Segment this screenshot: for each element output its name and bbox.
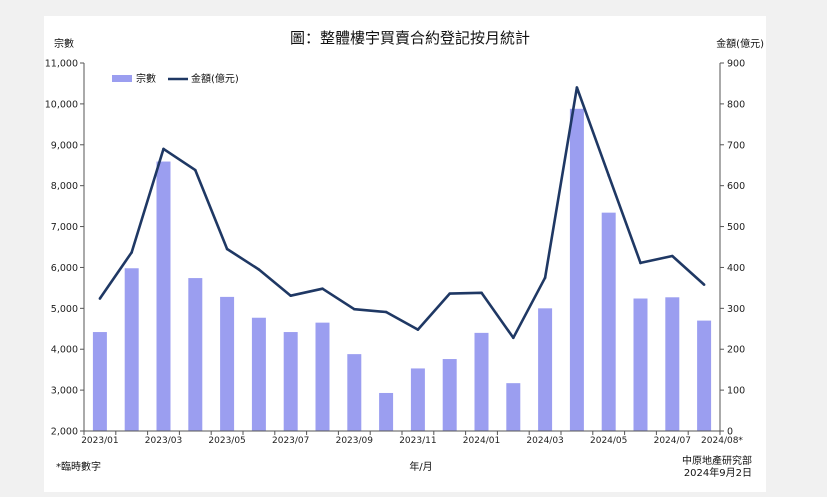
amount-point-2024/06 [639, 261, 642, 265]
x-tick-label: 2024/01 [463, 436, 500, 446]
bar-2023/03 [156, 161, 171, 431]
amount-point-2024/04 [575, 86, 579, 89]
amount-point-2023/06 [257, 268, 261, 271]
amount-point-2023/05 [225, 247, 229, 251]
x-tick-label: 2023/03 [145, 436, 182, 446]
amount-point-2024/03 [543, 276, 547, 279]
source-line-1: 中原地產研究部 [682, 454, 752, 467]
right-tick-label: 700 [727, 140, 745, 151]
amount-point-2024/07 [671, 254, 674, 258]
amount-line [98, 86, 705, 340]
right-tick-label: 500 [727, 222, 745, 233]
bar-2023/12 [442, 359, 457, 431]
left-tick-label: 8,000 [51, 181, 78, 192]
chart: 圖：整體樓宇買賣合約登記按月統計 宗數 金額(億元) 宗數 金額(億元) 2,0… [45, 29, 764, 479]
bar-2023/09 [347, 354, 362, 431]
right-tick-label: 300 [727, 304, 745, 315]
amount-point-2024/05 [607, 174, 610, 177]
bar-2023/05 [220, 296, 235, 431]
legend-line-label: 金額(億元) [191, 72, 239, 85]
bar-2023/08 [315, 322, 330, 431]
amount-point-2023/03 [162, 147, 165, 151]
x-tick-label: 2024/05 [590, 436, 627, 446]
legend-bar-label: 宗數 [136, 72, 156, 85]
x-axis-title: 年/月 [409, 460, 432, 473]
bar-2024/08* [697, 320, 712, 431]
source-line-2: 2024年9月2日 [684, 466, 752, 479]
left-axis-title: 宗數 [54, 37, 74, 50]
bar-2023/06 [251, 317, 266, 431]
right-tick-label: 100 [727, 386, 745, 397]
footnote: *臨時數字 [56, 460, 101, 473]
x-tick-label: 2023/01 [81, 436, 118, 446]
bar-2023/04 [188, 278, 203, 431]
x-tick-label: 2024/08* [701, 436, 743, 446]
bar-2024/03 [538, 308, 553, 431]
amount-point-2023/12 [448, 292, 452, 295]
amount-point-2023/08 [321, 287, 324, 291]
left-tick-label: 2,000 [51, 427, 78, 438]
left-tick-label: 9,000 [51, 140, 78, 151]
bar-2023/07 [283, 332, 298, 431]
amount-point-2023/10 [384, 310, 388, 314]
chart-title: 圖：整體樓宇買賣合約登記按月統計 [290, 29, 530, 47]
amount-point-2024/02 [512, 336, 515, 340]
amount-point-2023/09 [353, 307, 356, 311]
bar-2024/06 [633, 298, 648, 431]
bar-2023/11 [410, 368, 425, 431]
x-tick-label: 2024/03 [526, 436, 563, 446]
bar-2024/05 [601, 212, 616, 431]
amount-point-2024/08* [702, 283, 706, 286]
right-axis-title: 金額(億元) [716, 37, 764, 50]
left-tick-label: 6,000 [51, 263, 78, 274]
amount-point-2023/04 [194, 168, 197, 172]
bar-2024/07 [665, 297, 680, 431]
left-tick-label: 11,000 [45, 59, 78, 70]
left-tick-label: 3,000 [51, 386, 78, 397]
amount-point-2024/01 [480, 291, 483, 295]
left-tick-label: 7,000 [51, 222, 78, 233]
x-tick-label: 2024/07 [654, 436, 691, 446]
amount-point-2023/11 [416, 328, 420, 331]
x-tick-label: 2023/05 [208, 436, 245, 446]
legend-bar-swatch [112, 75, 132, 82]
bar-2023/10 [379, 392, 394, 431]
bar-2024/01 [474, 332, 489, 431]
x-tick-label: 2023/07 [272, 436, 309, 446]
left-tick-label: 10,000 [45, 99, 78, 110]
right-tick-label: 0 [727, 427, 733, 438]
right-tick-label: 400 [727, 263, 745, 274]
bar-2024/04 [569, 108, 584, 431]
left-tick-label: 4,000 [51, 345, 78, 356]
right-tick-label: 900 [727, 59, 745, 70]
chart-panel: 圖：整體樓宇買賣合約登記按月統計 宗數 金額(億元) 宗數 金額(億元) 2,0… [44, 16, 766, 492]
left-tick-label: 5,000 [51, 304, 78, 315]
right-tick-label: 800 [727, 99, 745, 110]
x-tick-label: 2023/09 [336, 436, 374, 446]
amount-point-2023/02 [130, 251, 133, 254]
bar-2024/02 [506, 383, 521, 431]
x-tick-label: 2023/11 [399, 436, 436, 446]
legend: 宗數 金額(億元) [112, 72, 239, 85]
right-tick-label: 200 [727, 345, 745, 356]
right-tick-label: 600 [727, 181, 745, 192]
amount-point-2023/01 [98, 297, 102, 300]
bar-2023/01 [92, 332, 107, 431]
bar-2023/02 [124, 268, 139, 431]
amount-point-2023/07 [289, 294, 292, 297]
